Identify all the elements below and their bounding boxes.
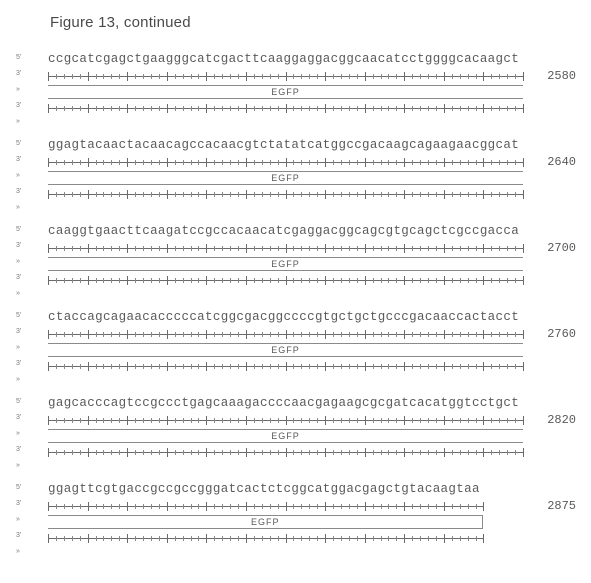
end-position: 2640	[547, 155, 576, 169]
row-marker: 5'	[16, 312, 36, 319]
row-marker: 3'	[16, 414, 36, 421]
track-row: 5' ctaccagcagaacacccccatcggcgacggccccgtgc…	[16, 310, 576, 326]
track-row: 5' ggagttcgtgaccgccgccgggatcactctcggcatgg…	[16, 482, 576, 498]
track-row: 3'	[16, 358, 576, 374]
row-marker: »	[16, 204, 36, 211]
sequence-text: ccgcatcgagctgaagggcatcgacttcaaggaggacggc…	[48, 52, 519, 66]
annotation-bar: EGFP	[48, 171, 523, 185]
track-row: 3' 2820	[16, 412, 576, 428]
track-row: 3'	[16, 444, 576, 460]
row-marker: »	[16, 430, 36, 437]
row-marker: 3'	[16, 188, 36, 195]
annotation-label: EGFP	[48, 517, 482, 527]
annotation-bar: EGFP	[48, 257, 523, 271]
track-row: »	[16, 546, 576, 562]
sequence-block: 5' ggagtacaactacaacagccacaacgtctatatcatgg…	[16, 138, 576, 218]
track-row: » EGFP	[16, 84, 576, 100]
track-row: 5' caaggtgaacttcaagatccgccacaacatcgaggacg…	[16, 224, 576, 240]
track-row: 3' 2700	[16, 240, 576, 256]
row-marker: 3'	[16, 500, 36, 507]
row-marker: 3'	[16, 242, 36, 249]
sequence-text: ggagtacaactacaacagccacaacgtctatatcatggcc…	[48, 138, 519, 152]
row-marker: 3'	[16, 532, 36, 539]
track-row: » EGFP	[16, 342, 576, 358]
row-marker: »	[16, 548, 36, 555]
track-row: 3'	[16, 100, 576, 116]
row-marker: »	[16, 376, 36, 383]
annotation-bar: EGFP	[48, 515, 483, 529]
track-row: 5' ggagtacaactacaacagccacaacgtctatatcatgg…	[16, 138, 576, 154]
track-row: 3'	[16, 272, 576, 288]
track-row: » EGFP	[16, 256, 576, 272]
row-marker: »	[16, 258, 36, 265]
row-marker: 3'	[16, 446, 36, 453]
sequence-block: 5' caaggtgaacttcaagatccgccacaacatcgaggacg…	[16, 224, 576, 304]
figure-page: Figure 13, continued 5' ccgcatcgagctgaagg…	[0, 0, 591, 583]
row-marker: »	[16, 344, 36, 351]
track-row: »	[16, 116, 576, 132]
sequence-block: 5' gagcacccagtccgccctgagcaaagaccccaacgaga…	[16, 396, 576, 476]
sequence-text: gagcacccagtccgccctgagcaaagaccccaacgagaag…	[48, 396, 519, 410]
track-row: 5' gagcacccagtccgccctgagcaaagaccccaacgaga…	[16, 396, 576, 412]
row-marker: »	[16, 290, 36, 297]
row-marker: 3'	[16, 360, 36, 367]
end-position: 2700	[547, 241, 576, 255]
sequence-text: caaggtgaacttcaagatccgccacaacatcgaggacggc…	[48, 224, 519, 238]
row-marker: 3'	[16, 156, 36, 163]
annotation-label: EGFP	[48, 87, 523, 97]
row-marker: 5'	[16, 54, 36, 61]
track-row: » EGFP	[16, 428, 576, 444]
track-row: » EGFP	[16, 514, 576, 530]
track-row: » EGFP	[16, 170, 576, 186]
end-position: 2760	[547, 327, 576, 341]
annotation-label: EGFP	[48, 173, 523, 183]
track-row: »	[16, 288, 576, 304]
end-position: 2580	[547, 69, 576, 83]
row-marker: »	[16, 86, 36, 93]
sequence-block: 5' ggagttcgtgaccgccgccgggatcactctcggcatgg…	[16, 482, 576, 562]
track-row: 5' ccgcatcgagctgaagggcatcgacttcaaggaggacg…	[16, 52, 576, 68]
row-marker: 5'	[16, 226, 36, 233]
row-marker: »	[16, 516, 36, 523]
track-row: »	[16, 202, 576, 218]
sequence-block: 5' ccgcatcgagctgaagggcatcgacttcaaggaggacg…	[16, 52, 576, 132]
row-marker: »	[16, 462, 36, 469]
row-marker: »	[16, 172, 36, 179]
row-marker: 5'	[16, 140, 36, 147]
row-marker: 5'	[16, 484, 36, 491]
track-row: 3'	[16, 186, 576, 202]
row-marker: 3'	[16, 70, 36, 77]
sequence-text: ggagttcgtgaccgccgccgggatcactctcggcatggac…	[48, 482, 480, 496]
row-marker: »	[16, 118, 36, 125]
track-row: 3' 2640	[16, 154, 576, 170]
row-marker: 3'	[16, 102, 36, 109]
sequence-block: 5' ctaccagcagaacacccccatcggcgacggccccgtgc…	[16, 310, 576, 390]
track-row: 3' 2875	[16, 498, 576, 514]
figure-title: Figure 13, continued	[50, 14, 191, 31]
track-row: 3' 2760	[16, 326, 576, 342]
row-marker: 3'	[16, 328, 36, 335]
row-marker: 5'	[16, 398, 36, 405]
track-row: 3'	[16, 530, 576, 546]
annotation-bar: EGFP	[48, 85, 523, 99]
track-row: »	[16, 460, 576, 476]
row-marker: 3'	[16, 274, 36, 281]
end-position: 2875	[547, 499, 576, 513]
annotation-label: EGFP	[48, 431, 523, 441]
annotation-bar: EGFP	[48, 343, 523, 357]
end-position: 2820	[547, 413, 576, 427]
annotation-label: EGFP	[48, 259, 523, 269]
sequence-text: ctaccagcagaacacccccatcggcgacggccccgtgctg…	[48, 310, 519, 324]
track-row: »	[16, 374, 576, 390]
annotation-label: EGFP	[48, 345, 523, 355]
track-row: 3' 2580	[16, 68, 576, 84]
annotation-bar: EGFP	[48, 429, 523, 443]
